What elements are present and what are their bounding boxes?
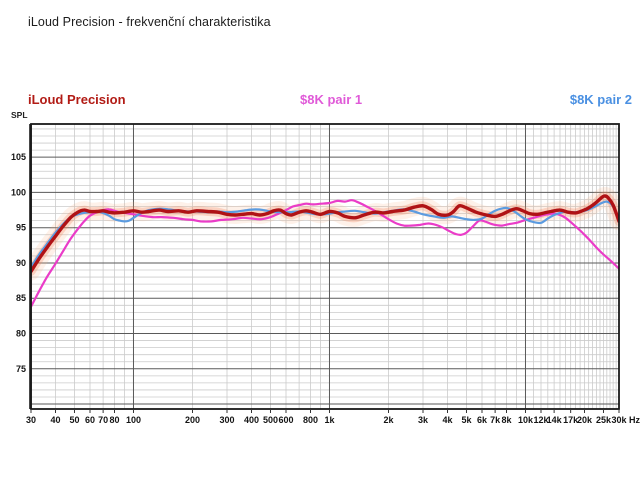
x-tick-label: 17k: [563, 415, 579, 425]
x-tick-label: 5k: [461, 415, 472, 425]
y-tick-label: 90: [16, 258, 26, 268]
plot-border: [30, 123, 620, 410]
legend-label-pair2: $8K pair 2: [569, 92, 632, 107]
tolerance-halo-outer: [31, 186, 619, 281]
grid-minor: [30, 124, 620, 409]
legend-label-pair1: $8K pair 1: [300, 92, 363, 107]
x-tick-label: 2k: [383, 415, 394, 425]
x-tick-label: 8k: [501, 415, 512, 425]
curve-8k-pair-2: [31, 200, 619, 269]
y-tick-label: 105: [11, 152, 26, 162]
x-tick-label: 70: [98, 415, 108, 425]
y-tick-label: 80: [16, 329, 26, 339]
x-tick-label: 3k: [418, 415, 429, 425]
x-tick-label: 400: [244, 415, 259, 425]
grid-major: [31, 124, 619, 409]
x-tick-label: 50: [69, 415, 79, 425]
x-tick-label: 6k: [477, 415, 488, 425]
x-tick-label: 100: [126, 415, 141, 425]
x-tick-label: 300: [219, 415, 234, 425]
x-tick-label: 600: [278, 415, 293, 425]
x-tick-label: 1k: [324, 415, 335, 425]
legend-item-iloud-precision: iLoud Precision: [28, 92, 126, 107]
x-tick-label: 14k: [547, 415, 563, 425]
x-tick-label: 60: [85, 415, 95, 425]
x-tick-label: 10k: [518, 415, 534, 425]
legend-item-8k-pair-2: $8K pair 2: [570, 92, 632, 107]
x-tick-label: 25k: [596, 415, 612, 425]
x-tick-label: 20k: [577, 415, 593, 425]
page-title: iLoud Precision - frekvenční charakteris…: [28, 15, 271, 29]
x-axis-unit-label: Hz: [629, 415, 640, 425]
y-tick-label: 85: [16, 293, 26, 303]
x-tick-label: 30: [26, 415, 36, 425]
y-tick-label: 95: [16, 223, 26, 233]
legend-label-iloud: iLoud Precision: [28, 92, 126, 107]
x-tick-label: 7k: [490, 415, 501, 425]
x-tick-label: 200: [185, 415, 200, 425]
x-tick-label: 800: [303, 415, 318, 425]
x-tick-label: 80: [109, 415, 119, 425]
x-tick-label: 30k: [611, 415, 627, 425]
y-tick-label: 75: [16, 364, 26, 374]
y-tick-label: 100: [11, 187, 26, 197]
x-tick-label: 12k: [533, 415, 549, 425]
x-axis-tick-labels: 30 40 50 60 70 80 100 200 300 400 500 600 800 1k 2k 3k 4…: [26, 409, 640, 425]
x-tick-label: 4k: [442, 415, 453, 425]
y-axis-unit-label: SPL: [11, 110, 28, 120]
curves: [31, 186, 619, 308]
legend-item-8k-pair-1: $8K pair 1: [300, 92, 362, 107]
x-tick-label: 40: [50, 415, 60, 425]
x-tick-label: 500: [263, 415, 278, 425]
y-axis-tick-labels: 105 100 95 90 85 80 75: [11, 152, 26, 374]
curve-iloud-precision: [31, 194, 619, 274]
